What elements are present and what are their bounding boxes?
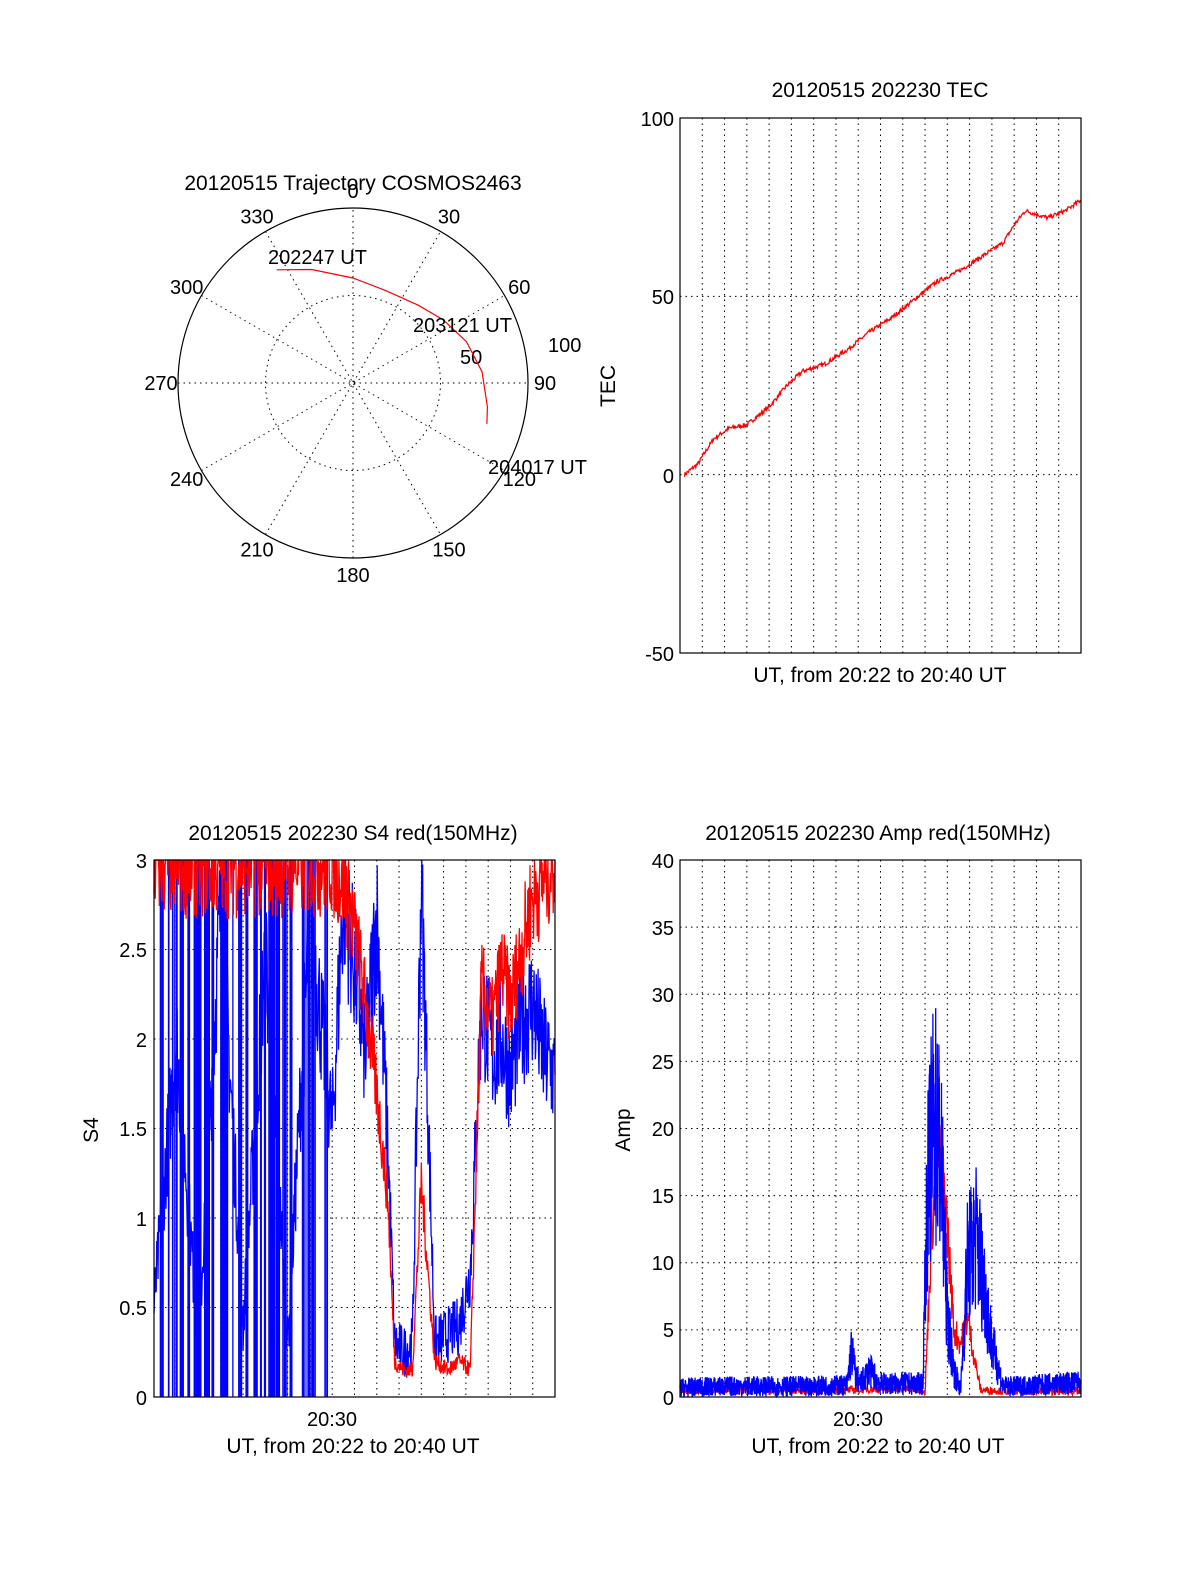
amp-ylabel: Amp	[612, 1108, 635, 1151]
tec-chart: 20120515 202230 TEC 100 50 0 -50 TEC UT,…	[597, 79, 1082, 687]
amp-title: 20120515 202230 Amp red(150MHz)	[705, 822, 1051, 845]
polar-radius-label-50: 50	[460, 347, 482, 369]
polar-grid	[178, 208, 528, 558]
point-label-start: 202247 UT	[268, 247, 367, 269]
polar-angle-label: 210	[240, 539, 273, 561]
polar-angle-label: 240	[170, 469, 203, 491]
s4-plot-frame	[153, 859, 556, 1398]
tec-ytick-50: 50	[652, 287, 674, 309]
s4-ytick-0: 0	[136, 1388, 147, 1410]
amp-series-blue	[679, 1008, 1082, 1399]
polar-spoke-60	[201, 295, 505, 471]
s4-ytick-2: 2	[136, 1030, 147, 1052]
s4-series-red	[153, 859, 556, 1378]
amp-ytick-10: 10	[652, 1253, 674, 1275]
polar-angle-label: 30	[438, 207, 460, 229]
s4-ytick-3: 3	[136, 851, 147, 873]
polar-spoke-120	[201, 295, 505, 471]
tec-series-line	[683, 199, 1082, 477]
tec-ylabel: TEC	[597, 365, 620, 407]
s4-ytick-0.5: 0.5	[119, 1298, 147, 1320]
amp-plot-frame	[679, 859, 1082, 1398]
tec-title: 20120515 202230 TEC	[772, 79, 989, 102]
tec-vertical-gridlines	[701, 118, 1060, 653]
amp-ytick-40: 40	[652, 851, 674, 873]
polar-angle-label: 60	[508, 277, 530, 299]
amp-ytick-5: 5	[663, 1320, 674, 1342]
s4-chart: 20120515 202230 S4 red(150MHz) 3 2.5 2 1…	[80, 822, 556, 1458]
s4-ytick-2.5: 2.5	[119, 940, 147, 962]
amp-xlabel: UT, from 20:22 to 20:40 UT	[751, 1435, 1004, 1458]
point-label-end: 204017 UT	[488, 457, 587, 479]
s4-ylabel: S4	[80, 1117, 103, 1143]
polar-angle-label: 180	[336, 565, 369, 587]
polar-angle-label: 120	[503, 469, 536, 491]
polar-angle-label: 90	[534, 373, 556, 395]
polar-angle-label: 330	[240, 207, 273, 229]
amp-ytick-20: 20	[652, 1119, 674, 1141]
polar-outer-circle	[177, 207, 529, 559]
amp-ytick-35: 35	[652, 918, 674, 940]
s4-title: 20120515 202230 S4 red(150MHz)	[188, 822, 517, 845]
polar-ring-50	[265, 295, 441, 471]
tec-ytick-neg50: -50	[645, 644, 674, 666]
amp-horizontal-gridlines	[680, 926, 1081, 1331]
polar-title: 20120515 Trajectory COSMOS2463	[184, 172, 521, 195]
s4-series-blue	[153, 859, 556, 1377]
tec-xlabel: UT, from 20:22 to 20:40 UT	[753, 664, 1006, 687]
polar-angle-label: 300	[170, 277, 203, 299]
tec-ytick-0: 0	[663, 466, 674, 488]
polar-angle-label: 270	[144, 373, 177, 395]
amp-ytick-25: 25	[652, 1052, 674, 1074]
polar-radius-label-100: 100	[548, 335, 581, 357]
polar-angle-labels: 0 30 60 90 120 150 180 210 240 270 300 330	[144, 181, 556, 587]
polar-angle-label: 150	[432, 539, 465, 561]
amp-ytick-0: 0	[663, 1388, 674, 1410]
polar-chart: 20120515 Trajectory COSMOS2463 0 30 60 90 12…	[144, 172, 587, 587]
polar-angle-label: 0	[347, 181, 358, 203]
amp-vertical-gridlines	[701, 860, 1060, 1397]
trajectory-line	[276, 268, 489, 424]
polar-spoke-30	[265, 231, 441, 535]
tec-ytick-100: 100	[641, 109, 674, 131]
amp-ytick-30: 30	[652, 985, 674, 1007]
s4-ytick-1.5: 1.5	[119, 1119, 147, 1141]
tec-horizontal-gridlines	[680, 295, 1081, 476]
amp-xtick-2030: 20:30	[833, 1409, 883, 1431]
point-label-mid: 203121 UT	[413, 315, 512, 337]
s4-xlabel: UT, from 20:22 to 20:40 UT	[226, 1435, 479, 1458]
amp-ytick-15: 15	[652, 1186, 674, 1208]
s4-xtick-2030: 20:30	[307, 1409, 357, 1431]
polar-spoke-150	[265, 231, 441, 535]
s4-ytick-1: 1	[136, 1209, 147, 1231]
amp-chart: 20120515 202230 Amp red(150MHz) 40 35 30…	[612, 822, 1082, 1458]
tec-plot-frame	[679, 117, 1082, 654]
